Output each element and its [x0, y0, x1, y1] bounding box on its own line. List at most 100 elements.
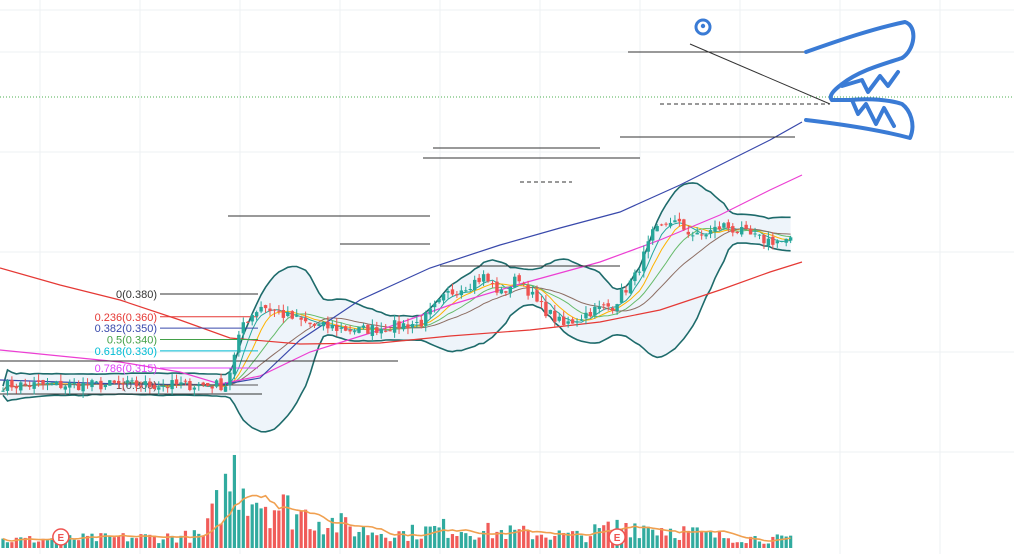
volume-bar — [637, 538, 641, 548]
volume-bar — [530, 539, 535, 548]
volume-bar — [197, 533, 201, 548]
volume-bar — [633, 523, 637, 548]
sma-50 — [0, 121, 803, 386]
candle — [566, 321, 570, 324]
candle — [188, 381, 192, 391]
candle — [784, 238, 788, 243]
volume-bar — [121, 533, 125, 548]
volume-bar — [455, 536, 459, 548]
dinosaur-doodle — [694, 18, 916, 140]
candle — [757, 234, 762, 236]
candle — [254, 312, 259, 317]
volume-bar — [419, 538, 423, 548]
candle — [415, 321, 419, 323]
candle — [112, 380, 116, 383]
candle — [535, 290, 539, 302]
volume-bar — [255, 502, 259, 548]
candle — [130, 380, 134, 382]
candle — [326, 321, 330, 329]
volume-bar — [263, 506, 268, 548]
volume-bar — [504, 538, 508, 548]
volume-bar — [19, 537, 23, 548]
volume-bar — [10, 542, 14, 548]
candle — [277, 310, 281, 312]
candle — [121, 383, 125, 385]
volume-bar — [691, 527, 695, 548]
volume-bar — [148, 534, 152, 548]
candle — [464, 290, 468, 292]
volume-bar — [241, 488, 245, 548]
candle — [410, 324, 415, 328]
candle — [699, 234, 704, 236]
fib-label-1: 0.236(0.360) — [95, 312, 157, 324]
candle — [610, 307, 615, 311]
doodle-lower-teeth — [850, 98, 896, 128]
candle — [10, 380, 14, 388]
candle — [157, 387, 161, 390]
volume-bar — [780, 535, 784, 548]
candle — [352, 331, 357, 333]
volume-bar — [713, 537, 717, 548]
volume-bar — [441, 518, 446, 548]
candle — [63, 386, 67, 390]
volume-bar — [312, 530, 317, 548]
candle — [281, 309, 286, 318]
candle — [397, 321, 401, 329]
volume-bar — [508, 525, 512, 548]
earnings-marker — [52, 528, 70, 546]
candle — [588, 311, 593, 317]
volume-bar — [749, 536, 753, 548]
volume-bar — [700, 531, 704, 548]
candle — [117, 380, 121, 384]
earnings-marker — [608, 528, 626, 546]
candle — [139, 385, 143, 387]
volume-bar — [446, 537, 450, 548]
candle — [788, 237, 793, 241]
volume-bar — [50, 538, 54, 548]
volume-bar — [259, 508, 263, 548]
volume-bar — [228, 491, 232, 548]
candle — [419, 319, 423, 327]
candle — [468, 289, 472, 291]
candle — [406, 324, 410, 329]
volume-ma — [2, 494, 791, 542]
candle — [388, 330, 392, 332]
candle — [134, 380, 139, 387]
volume-bar — [330, 517, 334, 548]
volume-bar — [179, 535, 183, 548]
candle — [223, 386, 228, 392]
candle — [713, 226, 717, 232]
volume-bar — [14, 537, 18, 548]
volume-bar — [72, 539, 76, 548]
volume-bar — [539, 534, 544, 548]
candle — [473, 279, 477, 291]
fib-label-2: 0.382(0.350) — [95, 323, 157, 335]
candle — [370, 325, 375, 336]
volume-bar — [731, 542, 735, 548]
candle — [530, 291, 535, 295]
fibonacci-retracement: 0(0.380) 0.236(0.360)0.382(0.350)0.5(0.34… — [95, 289, 258, 392]
candle — [228, 372, 232, 386]
volume-bar — [304, 509, 308, 548]
candle — [241, 322, 245, 334]
volume-bar — [459, 532, 463, 548]
candle — [673, 220, 677, 223]
candle — [615, 304, 619, 311]
volume-bar — [628, 537, 633, 548]
candle — [424, 312, 428, 326]
candle — [481, 274, 486, 282]
candle — [508, 286, 512, 294]
candle — [36, 380, 41, 383]
candle — [32, 382, 36, 389]
doodle-upper-teeth — [840, 70, 900, 94]
volume-bar — [375, 535, 379, 548]
volume-bar — [192, 530, 196, 548]
volume-bar — [130, 537, 134, 548]
volume-bar — [108, 535, 112, 548]
bollinger-fill — [3, 182, 791, 432]
volume-bar — [753, 536, 757, 548]
candle — [201, 382, 205, 385]
volume-bar — [379, 533, 383, 548]
volume-bar — [286, 495, 290, 548]
